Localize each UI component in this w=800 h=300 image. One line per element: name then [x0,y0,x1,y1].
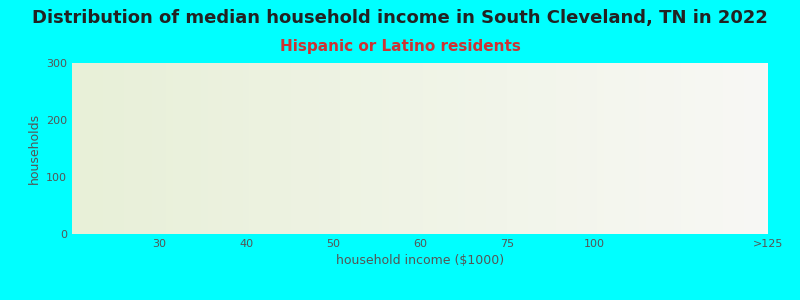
Bar [333,231,418,234]
Text: Hispanic or Latino residents: Hispanic or Latino residents [279,39,521,54]
X-axis label: household income ($1000): household income ($1000) [336,254,504,267]
Bar [681,224,766,234]
Bar [420,112,506,234]
Bar [594,231,679,234]
Bar [507,206,592,234]
Bar [246,217,331,234]
Y-axis label: households: households [27,113,41,184]
Bar [159,231,244,234]
Bar [72,231,158,234]
Text: Distribution of median household income in South Cleveland, TN in 2022: Distribution of median household income … [32,9,768,27]
Text: City-Data.com: City-Data.com [629,77,713,90]
